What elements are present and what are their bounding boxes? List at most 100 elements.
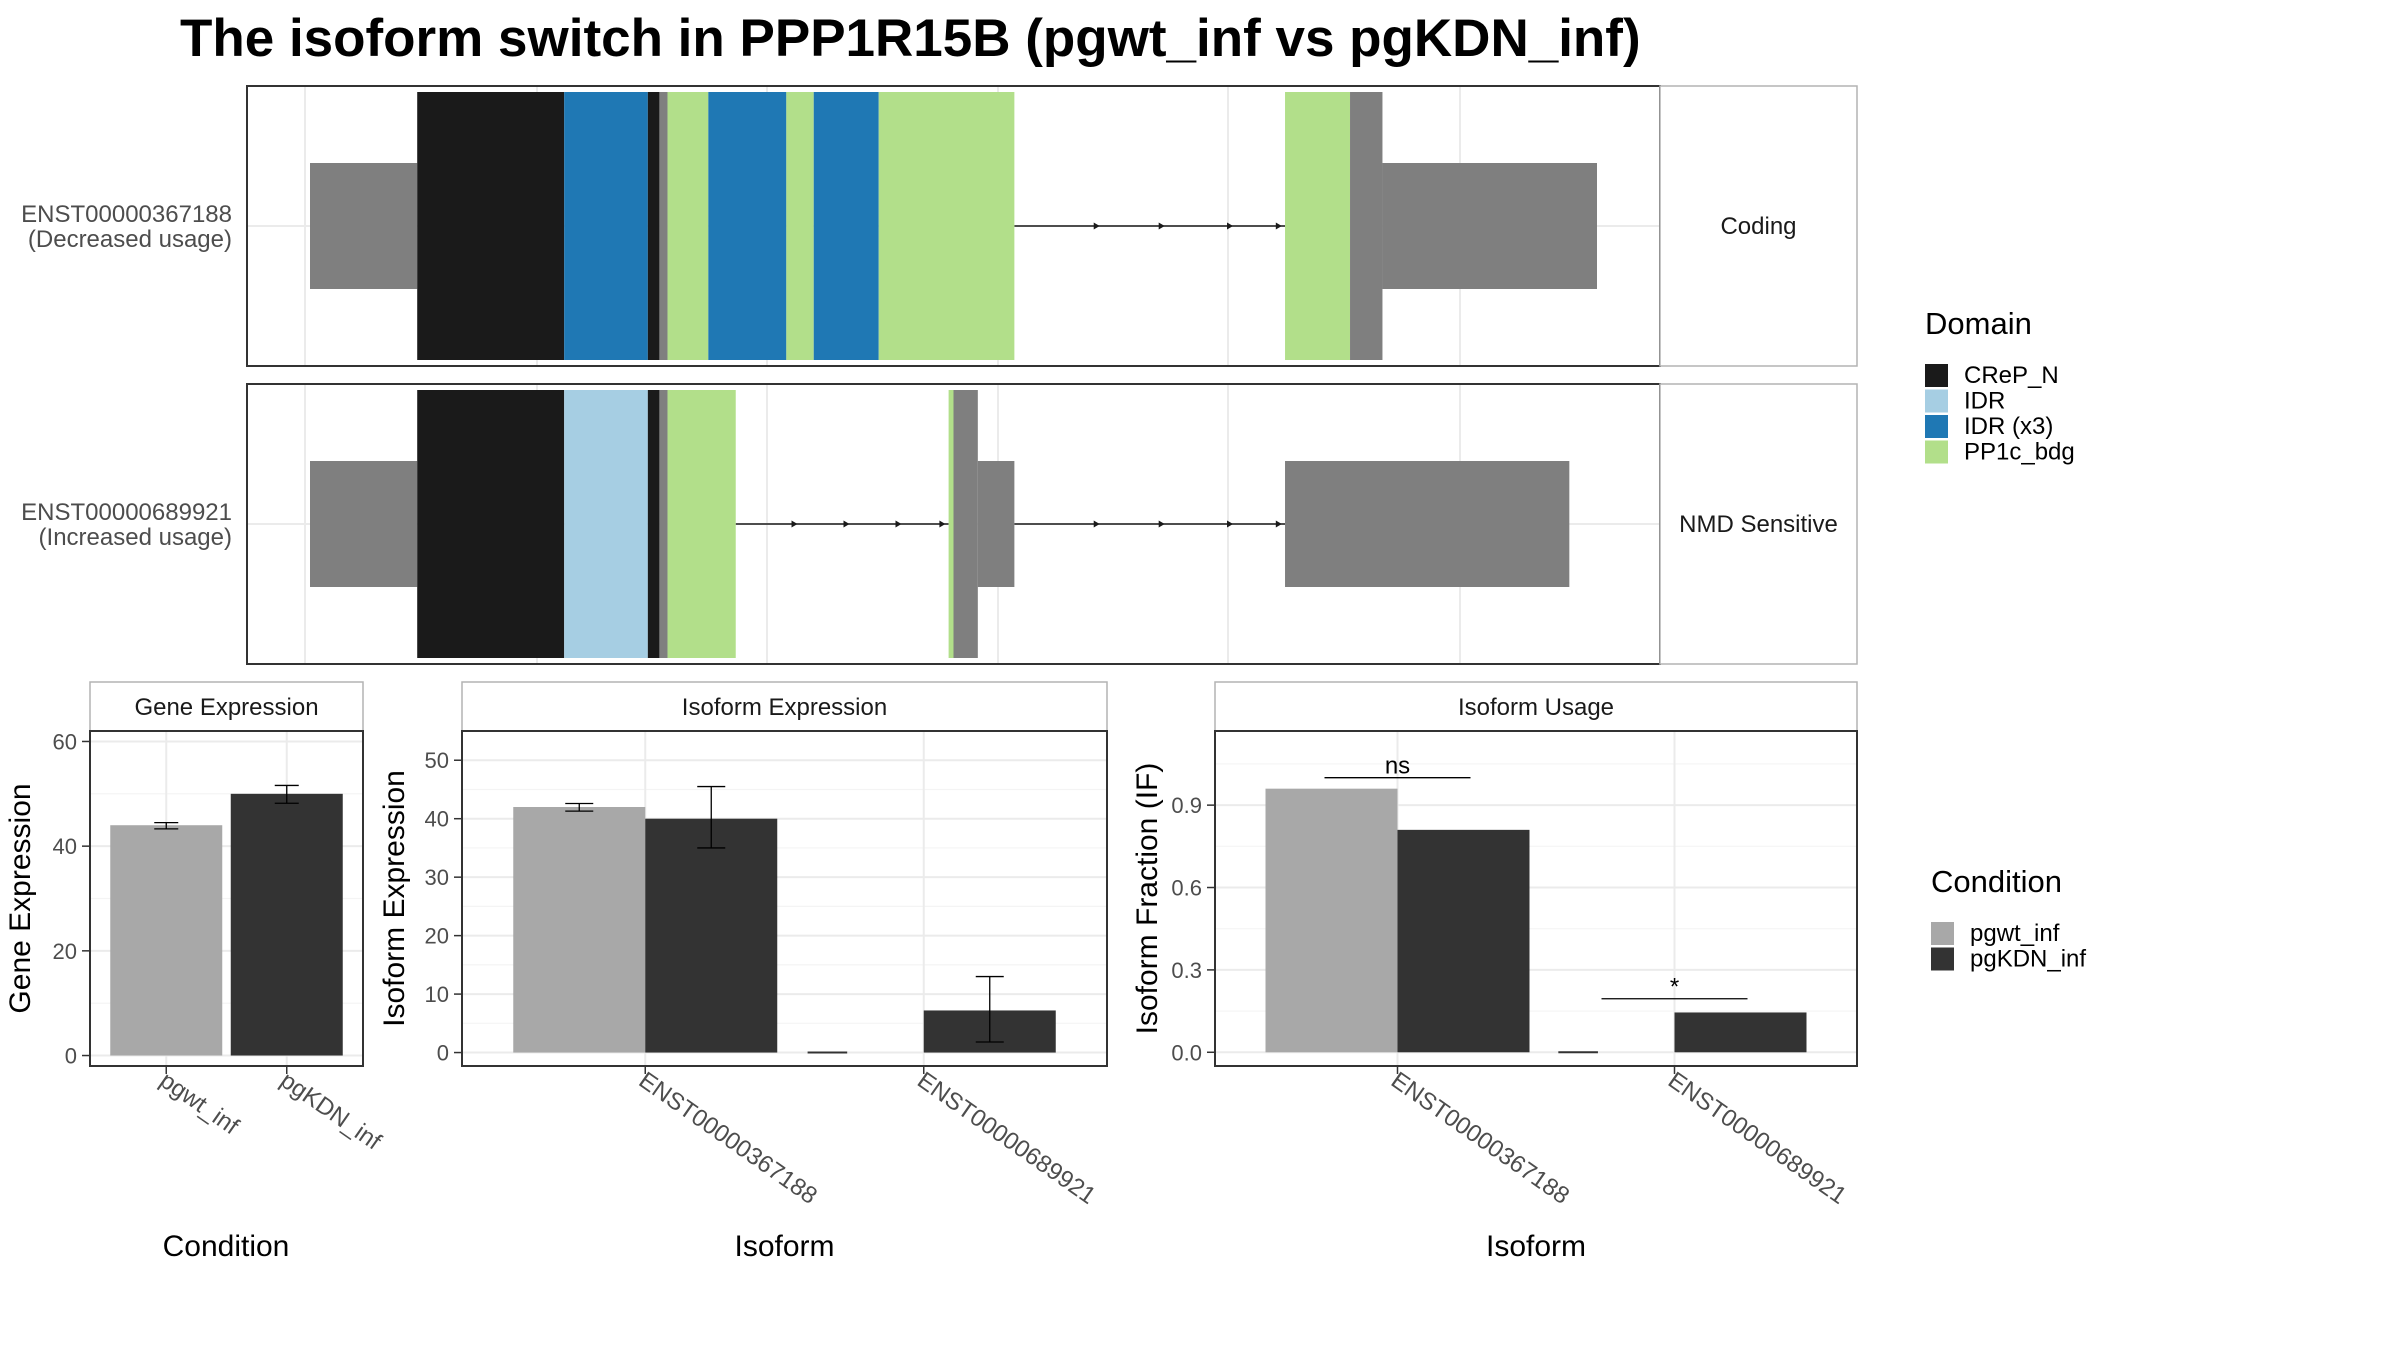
y-axis-label: Isoform Expression <box>378 770 411 1027</box>
intron-arrow <box>1227 222 1234 230</box>
exon-segment <box>667 92 709 360</box>
intron-arrow <box>939 520 946 528</box>
exon-segment <box>417 92 565 360</box>
chart-strip <box>89 681 364 732</box>
chart-border <box>89 730 364 1067</box>
legend-swatch <box>1925 389 1948 413</box>
exon-segment <box>977 461 1015 587</box>
legend-swatch <box>1925 415 1948 438</box>
intron-arrow <box>1275 520 1282 528</box>
y-tick-label: 20 <box>53 939 77 964</box>
legend-label: IDR <box>1964 388 2005 415</box>
exon-segment <box>647 92 660 360</box>
chart-border <box>1214 730 1858 1067</box>
y-tick-label: 40 <box>53 834 77 859</box>
intron-arrow <box>1227 520 1234 528</box>
intron-arrow <box>1158 222 1165 230</box>
chart-strip <box>1214 681 1858 732</box>
legend-label: IDR (x3) <box>1964 413 2053 440</box>
significance-label: ns <box>1385 753 1410 780</box>
y-tick-label: 0 <box>65 1044 77 1069</box>
facet-strip <box>1659 85 1858 367</box>
x-tick-label: ENST00000367188 <box>634 1067 822 1210</box>
bar <box>230 793 343 1056</box>
exon-segment <box>786 92 814 360</box>
facet-label: Coding <box>1720 213 1796 240</box>
bar <box>513 807 646 1053</box>
chart-panel-1: Isoform Expression 0 10 20 30 40 50 ENST0000036… <box>378 681 1108 1263</box>
legend-swatch <box>1925 364 1948 387</box>
exon-segment <box>659 390 668 658</box>
bar <box>1265 788 1398 1053</box>
chart-border <box>461 730 1108 1067</box>
legend-label: pgwt_inf <box>1970 920 2060 947</box>
intron-arrow <box>791 520 798 528</box>
intron-arrow <box>1093 222 1100 230</box>
exon-segment <box>878 92 1015 360</box>
y-tick-label: 0 <box>437 1041 449 1066</box>
x-tick-label: ENST00000689921 <box>1663 1067 1851 1210</box>
transcript-panel-ENST00000367188: Coding ENST00000367188(Decreased usage) <box>21 85 1858 367</box>
exon-segment <box>1382 163 1597 289</box>
facet-strip <box>1659 383 1858 665</box>
facet-label: NMD Sensitive <box>1679 511 1838 538</box>
exon-segment <box>948 390 954 658</box>
exon-segment <box>1285 92 1351 360</box>
legend-title: Condition <box>1931 864 2062 899</box>
legend-swatch <box>1925 440 1948 464</box>
bar <box>1397 829 1530 1053</box>
legend-label: CReP_N <box>1964 362 2059 389</box>
transcript-id-label: ENST00000367188 <box>21 201 232 228</box>
y-tick-label: 0.3 <box>1171 958 1202 983</box>
transcript-id-label: ENST00000689921 <box>21 499 232 526</box>
x-axis-label: Isoform <box>734 1230 834 1263</box>
y-tick-label: 40 <box>425 807 449 832</box>
x-tick-label: pgwt_inf <box>155 1067 244 1141</box>
x-axis-label: Isoform <box>1486 1230 1586 1263</box>
exon-segment <box>659 92 668 360</box>
chart-panel-0: Gene Expression 0 20 40 60 pgwt_inf pgKDN_inf G… <box>4 681 386 1263</box>
intron-arrow <box>843 520 850 528</box>
chart-title: Isoform Usage <box>1458 694 1614 721</box>
intron-arrow <box>895 520 902 528</box>
page-title: The isoform switch in PPP1R15B (pgwt_inf… <box>180 9 1641 68</box>
exon-segment <box>953 390 978 658</box>
bar <box>1674 1012 1807 1053</box>
y-tick-label: 50 <box>425 748 449 773</box>
intron-arrow <box>1275 222 1282 230</box>
chart-panel-2: Isoform Usage ns * 0.0 0.3 0.6 0.9 ENST00000367… <box>1131 681 1858 1263</box>
intron-arrow <box>1093 520 1100 528</box>
bar <box>645 818 778 1053</box>
exon-segment <box>667 390 736 658</box>
y-tick-label: 0.9 <box>1171 793 1202 818</box>
transcript-usage-label: (Decreased usage) <box>28 226 232 253</box>
y-tick-label: 30 <box>425 865 449 890</box>
legend-title: Domain <box>1925 306 2032 341</box>
exon-segment <box>813 92 879 360</box>
exon-segment <box>647 390 660 658</box>
chart-strip <box>461 681 1108 732</box>
legend-label: pgKDN_inf <box>1970 946 2086 973</box>
legend-swatch <box>1931 922 1954 945</box>
legend-swatch <box>1931 947 1954 971</box>
exon-segment <box>310 461 418 587</box>
chart-title: Gene Expression <box>134 694 318 721</box>
intron-arrow <box>1158 520 1165 528</box>
legend-label: PP1c_bdg <box>1964 439 2075 466</box>
x-axis-label: Condition <box>163 1230 290 1263</box>
y-tick-label: 0.0 <box>1171 1040 1202 1065</box>
y-axis-label: Isoform Fraction (IF) <box>1131 763 1164 1035</box>
bar <box>110 825 223 1056</box>
transcript-usage-label: (Increased usage) <box>39 524 232 551</box>
exon-segment <box>417 390 565 658</box>
exon-segment <box>564 92 648 360</box>
y-tick-label: 0.6 <box>1171 876 1202 901</box>
exon-segment <box>1350 92 1383 360</box>
x-tick-label: ENST00000367188 <box>1386 1067 1574 1210</box>
y-tick-label: 10 <box>425 982 449 1007</box>
x-tick-label: pgKDN_inf <box>275 1067 386 1156</box>
